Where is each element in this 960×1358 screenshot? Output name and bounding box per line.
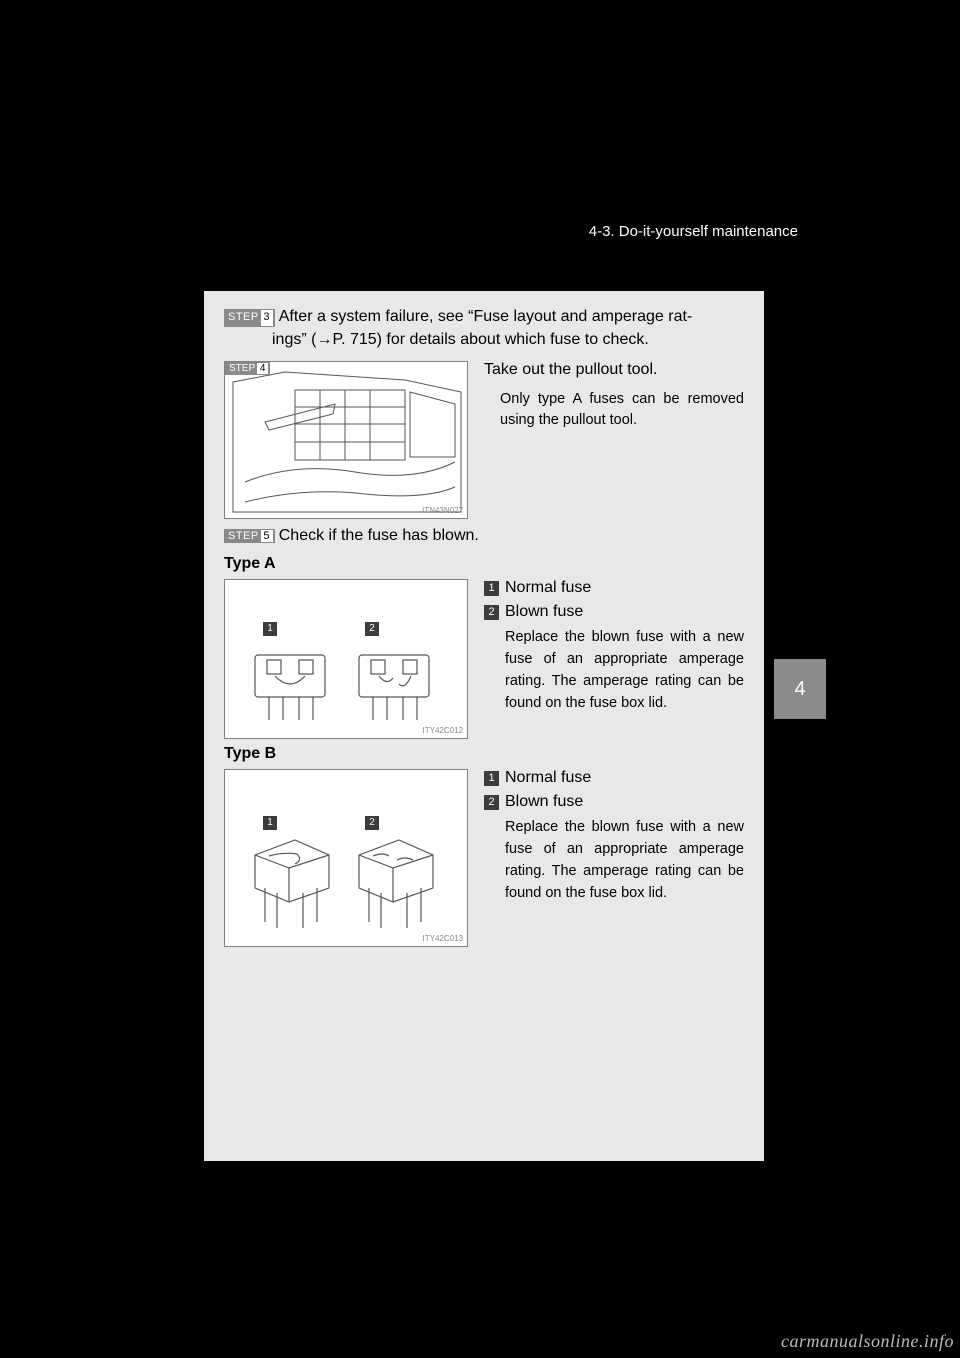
- step-badge-5: STEP5: [224, 529, 275, 543]
- type-a-item2-label: Blown fuse: [505, 603, 583, 620]
- num-badge-1: 1: [484, 581, 499, 596]
- step5-text: Check if the fuse has blown.: [279, 527, 479, 544]
- num-badge-2: 2: [484, 605, 499, 620]
- callout-1: 1: [263, 816, 277, 830]
- type-a-item2: 2 Blown fuse: [484, 603, 744, 621]
- figure-type-a: 1 2 ITY42C012: [224, 579, 468, 739]
- step-badge-4: STEP4: [225, 362, 270, 375]
- callout-1: 1: [263, 622, 277, 636]
- chapter-tab: 4: [774, 659, 826, 719]
- figure-code: ITN43N027: [422, 506, 463, 515]
- step3-line1: After a system failure, see “Fuse layout…: [279, 308, 693, 325]
- type-a-desc: Replace the blown fuse with a new fuse o…: [484, 627, 744, 714]
- step-badge-text: STEP: [228, 530, 259, 542]
- step-badge-3: STEP3: [224, 309, 275, 327]
- step-badge-text: STEP: [229, 363, 255, 374]
- type-b-item2: 2 Blown fuse: [484, 793, 744, 811]
- fuse-b-sketch: [225, 770, 469, 948]
- content-panel: STEP3 After a system failure, see “Fuse …: [204, 291, 764, 1161]
- type-b-desc: Replace the blown fuse with a new fuse o…: [484, 817, 744, 904]
- step4-lead: Take out the pullout tool.: [484, 361, 744, 379]
- step-badge-num: 3: [261, 310, 273, 326]
- type-b-row: 1 2 ITY42C013: [224, 769, 744, 947]
- breadcrumb: 4-3. Do-it-yourself maintenance: [589, 223, 798, 240]
- fuse-a-sketch: [225, 580, 469, 740]
- step5-line: STEP5 Check if the fuse has blown.: [224, 527, 744, 545]
- type-a-item1: 1 Normal fuse: [484, 579, 744, 597]
- figure-code: ITY42C012: [423, 726, 463, 735]
- num-badge-2: 2: [484, 795, 499, 810]
- header-band: 4-3. Do-it-yourself maintenance: [134, 175, 826, 265]
- type-a-row: 1 2 ITY42C012: [224, 579, 744, 739]
- step-badge-text: STEP: [228, 311, 259, 323]
- type-b-item2-label: Blown fuse: [505, 793, 583, 810]
- step4-sub: Only type A fuses can be removed using t…: [484, 389, 744, 431]
- figure-code: ITY42C013: [423, 934, 463, 943]
- type-a-item1-label: Normal fuse: [505, 579, 591, 596]
- figure-type-b: 1 2 ITY42C013: [224, 769, 468, 947]
- type-b-item1: 1 Normal fuse: [484, 769, 744, 787]
- manual-page: 4-3. Do-it-yourself maintenance 4 STEP3 …: [134, 175, 826, 1183]
- callout-2: 2: [365, 816, 379, 830]
- step3-block: STEP3 After a system failure, see “Fuse …: [224, 305, 744, 351]
- type-a-heading: Type A: [224, 555, 744, 573]
- step4-row: STEP4 ITN43N027: [224, 361, 744, 519]
- chapter-tab-label: 4: [794, 678, 805, 701]
- step4-text: Take out the pullout tool. Only type A f…: [484, 361, 744, 519]
- type-b-text: 1 Normal fuse 2 Blown fuse Replace the blo…: [484, 769, 744, 947]
- type-b-heading: Type B: [224, 745, 744, 763]
- step-badge-num: 5: [261, 530, 273, 542]
- num-badge-1: 1: [484, 771, 499, 786]
- step-badge-num: 4: [257, 363, 268, 374]
- step3-line2: ings” (→P. 715) for details about which …: [224, 328, 744, 351]
- figure-pullout-tool: STEP4 ITN43N027: [224, 361, 468, 519]
- callout-2: 2: [365, 622, 379, 636]
- engine-bay-sketch: [225, 362, 469, 520]
- type-a-text: 1 Normal fuse 2 Blown fuse Replace the blo…: [484, 579, 744, 739]
- type-b-item1-label: Normal fuse: [505, 769, 591, 786]
- watermark: carmanualsonline.info: [781, 1331, 954, 1352]
